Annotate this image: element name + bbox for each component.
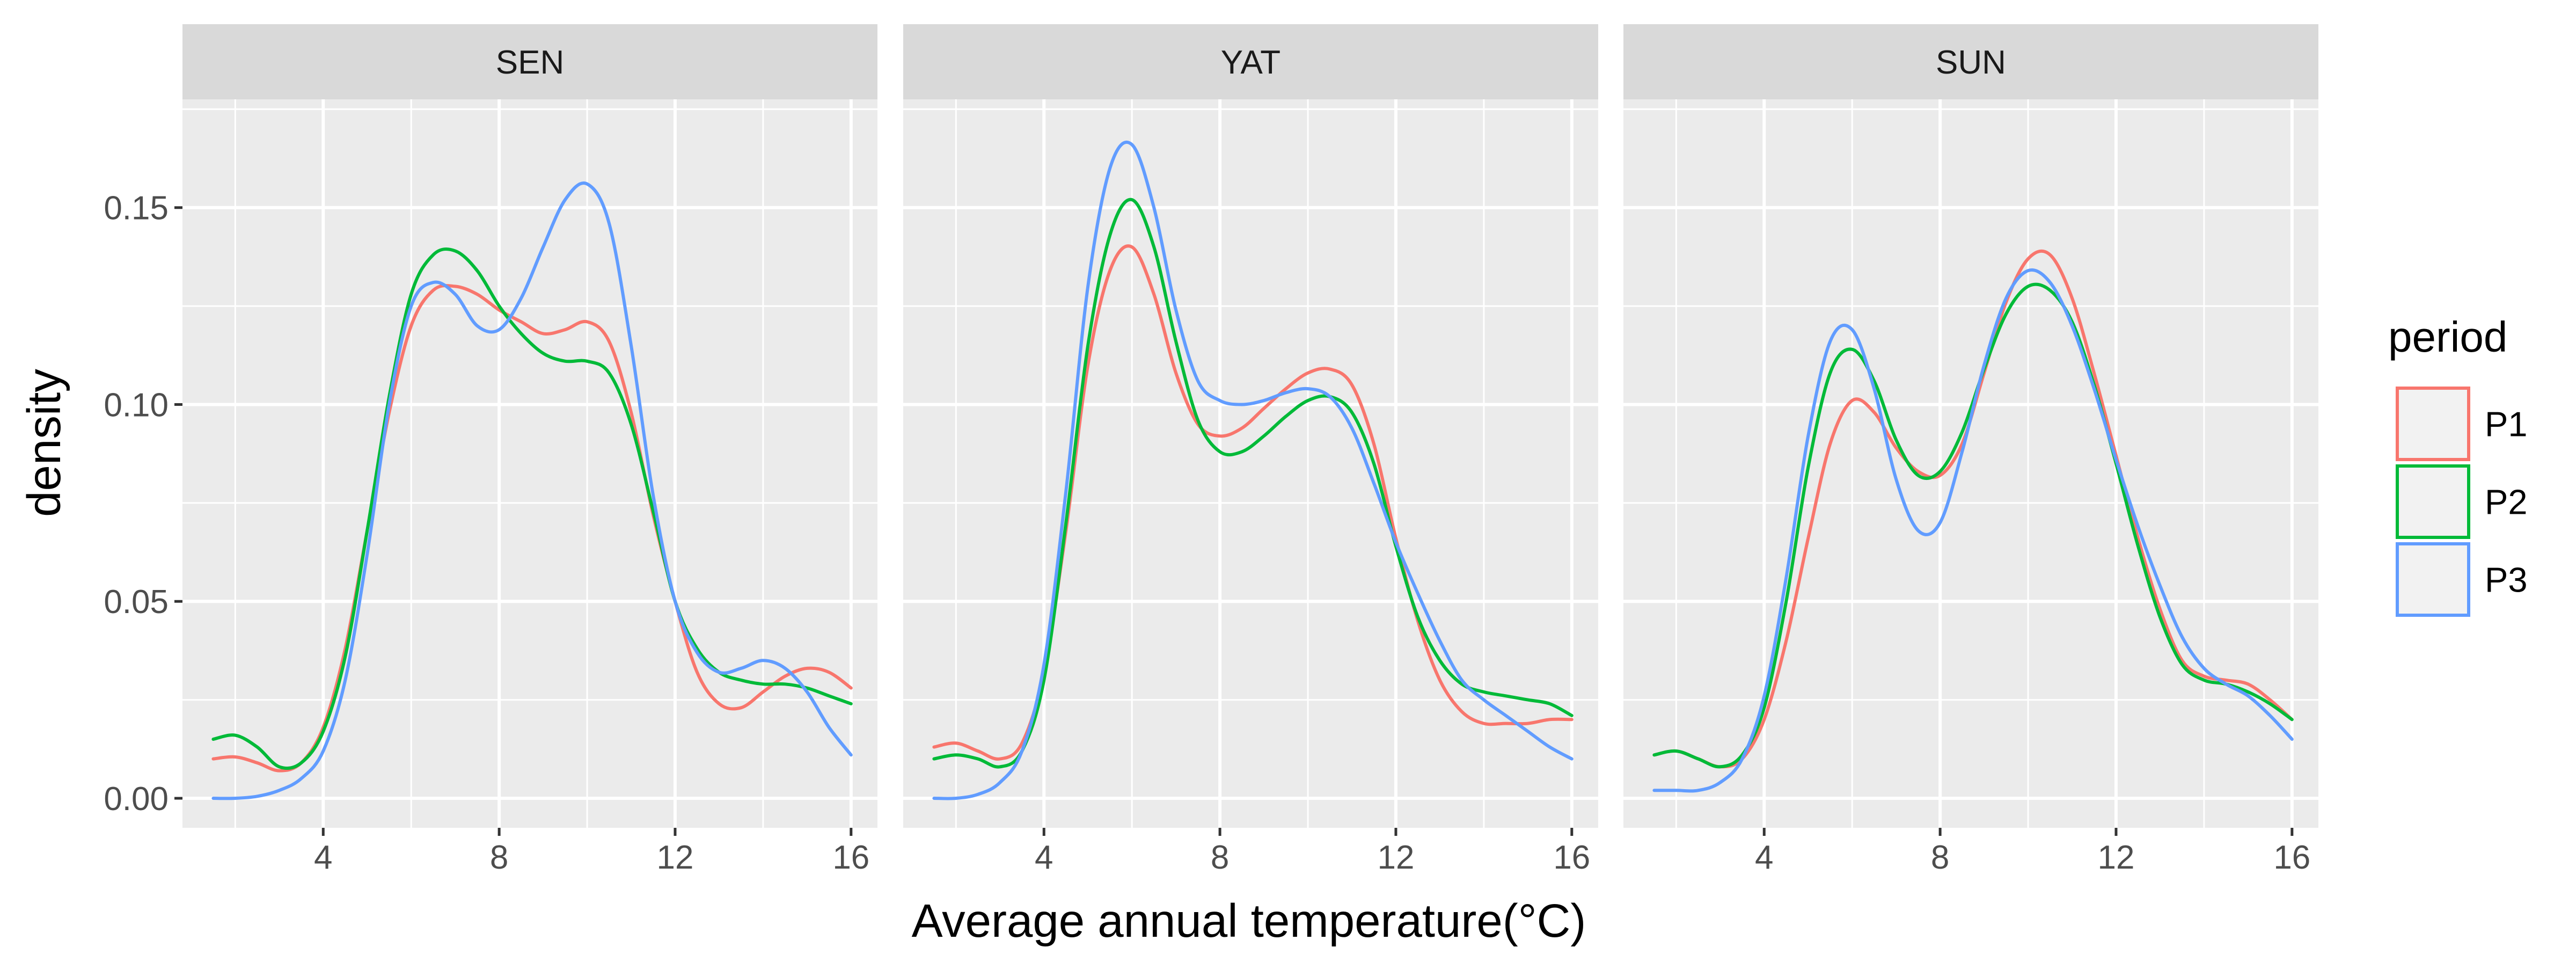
x-tick-label: 12 [656,839,693,876]
facet-strip [1623,24,2318,99]
legend-label-p2: P2 [2485,483,2528,522]
x-tick-label: 8 [1211,839,1229,876]
legend-label-p1: P1 [2485,405,2528,444]
panel-background [1623,99,2318,828]
y-tick-label: 0.15 [104,190,169,227]
y-tick-label: 0.10 [104,387,169,424]
x-tick-label: 4 [314,839,332,876]
legend-key-p3 [2396,542,2470,617]
facet-panel-sen: SEN 4 8 12 16 0.00 0.05 0.10 0.15 [104,24,877,876]
legend-key-p2 [2396,464,2470,539]
x-tick-label: 8 [1931,839,1949,876]
x-tick-label: 16 [832,839,869,876]
facet-strip-label: SEN [496,44,564,81]
legend-key-p1 [2396,387,2470,461]
x-tick-label: 16 [1553,839,1590,876]
x-tick-label: 12 [2097,839,2134,876]
panel-background [903,99,1598,828]
density-curve-sun-p2 [1652,282,2294,769]
legend-label-p3: P3 [2485,560,2528,600]
facet-strip-label: YAT [1221,44,1280,81]
density-curve-sen-p2 [211,247,853,770]
facet-strip [903,24,1598,99]
legend-title: period [2388,313,2507,361]
y-tick-label: 0.05 [104,584,169,621]
facet-strip [182,24,877,99]
panel-background [182,99,877,828]
facet-panels: SEN 4 8 12 16 0.00 0.05 0.10 0.15 YAT 4 8 12 16 SUN 4 8 1… [104,24,2318,876]
x-tick-label: 12 [1377,839,1414,876]
density-curve-yat-p2 [932,198,1574,769]
x-tick-label: 16 [2273,839,2310,876]
x-tick-label: 4 [1755,839,1773,876]
density-curve-yat-p3 [932,141,1574,800]
legend: period P1 P2 P3 [2388,313,2528,617]
density-curve-sen-p3 [211,181,853,800]
y-tick-label: 0.00 [104,781,169,818]
x-tick-label: 8 [490,839,508,876]
x-axis-title: Average annual temperature(°C) [912,895,1586,947]
density-curve-sen-p1 [211,283,853,773]
facet-panel-yat: YAT 4 8 12 16 [903,24,1598,876]
facet-strip-label: SUN [1936,44,2006,81]
density-curve-sun-p3 [1652,268,2294,793]
x-tick-label: 4 [1035,839,1053,876]
y-axis-title: density [18,369,70,517]
facet-panel-sun: SUN 4 8 12 16 [1623,24,2318,876]
